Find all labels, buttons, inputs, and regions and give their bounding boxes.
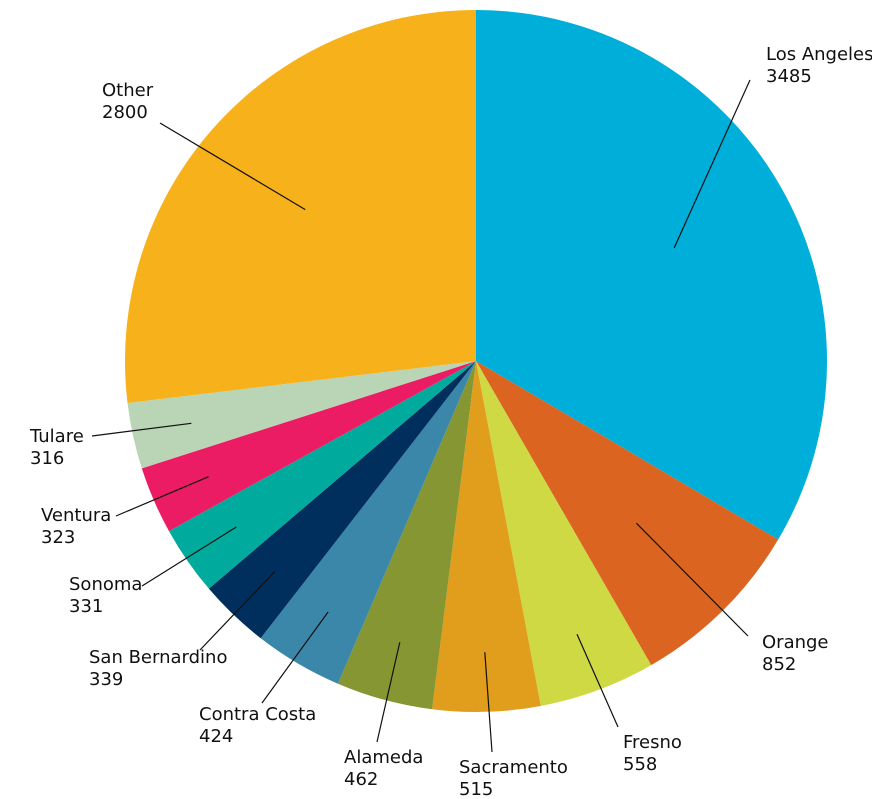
slice-label-fresno: Fresno (623, 732, 682, 753)
slice-label-ventura: Ventura (41, 505, 111, 526)
pie-slice-sonoma (168, 361, 476, 589)
slice-label-alameda: Alameda (344, 747, 423, 768)
leader-line-sonoma (141, 526, 237, 587)
slice-label-other: Other (102, 80, 154, 101)
leader-line-contra-costa (261, 611, 329, 704)
slice-label-sonoma: Sonoma (69, 574, 142, 595)
slice-label-contra-costa: Contra Costa (199, 704, 316, 725)
pie-slice-alameda (337, 361, 476, 710)
leader-line-ventura (115, 476, 209, 517)
slice-label-san-bernardino: San Bernardino (89, 647, 227, 668)
pie-slice-contra-costa (260, 361, 476, 684)
slice-label-tulare: Tulare (29, 426, 84, 447)
slice-value-sonoma: 331 (69, 596, 103, 617)
slice-value-orange: 852 (762, 654, 796, 675)
label-leaders (91, 79, 751, 753)
pie-slice-sacramento (432, 361, 541, 713)
slice-value-los-angeles: 3485 (766, 66, 812, 87)
pie-slice-ventura (141, 361, 476, 532)
leader-line-sacramento (484, 652, 493, 753)
pie-slice-los-angeles (476, 10, 827, 540)
pie-slice-san-bernardino (208, 361, 476, 639)
slice-label-orange: Orange (762, 632, 829, 653)
leader-line-san-bernardino (199, 571, 276, 651)
slice-label-los-angeles: Los Angeles (766, 44, 872, 65)
slice-value-contra-costa: 424 (199, 726, 233, 747)
leader-line-alameda (376, 642, 401, 743)
pie-slices (124, 10, 827, 713)
slice-value-fresno: 558 (623, 754, 657, 775)
leader-line-tulare (91, 422, 192, 437)
pie-slice-fresno (476, 361, 652, 706)
slice-value-tulare: 316 (30, 448, 64, 469)
pie-slice-orange (476, 361, 779, 666)
slice-value-other: 2800 (102, 102, 148, 123)
leader-line-orange (635, 522, 749, 637)
leader-line-other (159, 122, 306, 211)
slice-label-sacramento: Sacramento (459, 757, 568, 778)
leader-line-fresno (576, 633, 619, 728)
slice-value-ventura: 323 (41, 527, 75, 548)
slice-value-sacramento: 515 (459, 779, 493, 799)
pie-slice-tulare (127, 361, 477, 469)
leader-line-los-angeles (673, 79, 751, 249)
slice-value-san-bernardino: 339 (89, 669, 123, 690)
slice-value-alameda: 462 (344, 769, 378, 790)
